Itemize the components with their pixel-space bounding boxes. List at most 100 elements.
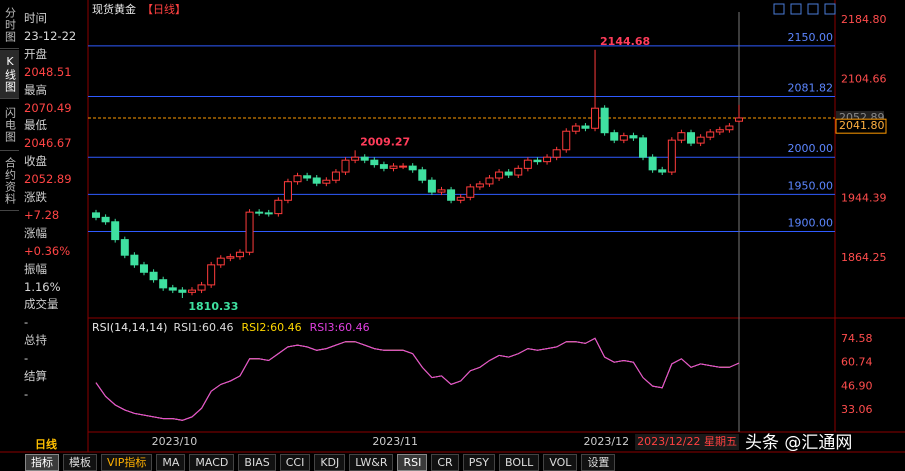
candle-body — [504, 171, 513, 176]
y-tick-label: 74.58 — [841, 332, 873, 345]
y-tick-label: 2184.80 — [841, 13, 887, 26]
toolbar-item[interactable]: 模板 — [63, 454, 97, 471]
quote-label: 涨幅 — [24, 225, 47, 240]
y-tick-label: 60.74 — [841, 356, 873, 369]
candle-body — [715, 129, 724, 133]
side-tab[interactable]: 合约资料 — [0, 152, 19, 211]
period-tab[interactable]: 日线 — [35, 437, 57, 451]
cursor-date: 2023/12/22 星期五 — [637, 435, 737, 448]
toolbar-item[interactable]: BOLL — [499, 454, 540, 471]
cursor-date-box — [635, 434, 739, 450]
candle-body — [178, 289, 187, 293]
toolbar-item[interactable]: 指标 — [25, 454, 59, 471]
toolbar-icons — [773, 3, 836, 15]
icon[interactable] — [824, 3, 836, 15]
quote-value: 2046.67 — [24, 136, 72, 151]
level-label: 1900.00 — [788, 216, 834, 229]
candle-body — [255, 211, 264, 214]
quote-value: +0.36% — [24, 243, 71, 258]
candle-body — [629, 135, 638, 139]
candle-body — [197, 284, 206, 291]
candle-body — [495, 171, 504, 179]
toolbar-item[interactable]: KDJ — [314, 454, 346, 471]
toolbar-item[interactable]: 设置 — [581, 454, 616, 471]
quote-value: 2052.89 — [24, 172, 72, 187]
candle-body — [139, 264, 148, 273]
toolbar-item[interactable]: VIP指标 — [101, 454, 153, 471]
candle-body — [168, 287, 177, 291]
candle-body — [293, 175, 302, 183]
y-tick-label: 2104.66 — [841, 73, 887, 86]
legend-label: RSI3:60.46 — [310, 321, 370, 334]
side-tab[interactable]: K线图 — [0, 50, 19, 99]
candle-body — [447, 189, 456, 201]
candle-body — [667, 139, 676, 173]
watermark: 头条 @汇通网 — [745, 433, 852, 453]
quote-label: 总持 — [24, 333, 47, 348]
candle-body — [485, 177, 494, 185]
quote-label: 时间 — [24, 11, 47, 25]
candle-body — [379, 164, 388, 169]
y-tick-label: 33.06 — [841, 403, 873, 416]
toolbar-item[interactable]: RSI — [397, 454, 428, 471]
candle-body — [533, 159, 542, 163]
quote-label: 开盘 — [24, 46, 47, 61]
candle-body — [600, 107, 609, 134]
toolbar-item[interactable]: LW&R — [349, 454, 394, 471]
candle-body — [389, 165, 398, 169]
toolbar-item[interactable]: VOL — [543, 454, 578, 471]
level-label: 2081.82 — [788, 81, 834, 94]
candle-body — [610, 132, 619, 141]
cursor-price-label: 2041.80 — [839, 119, 885, 132]
quote-value: - — [24, 315, 29, 330]
candle-body — [360, 156, 369, 161]
candle-body — [303, 175, 312, 179]
candle-body — [696, 136, 705, 144]
y-tick-label: 1864.25 — [841, 251, 887, 264]
level-label: 2150.00 — [788, 31, 834, 44]
chart-title: 现货黄金 — [92, 2, 136, 16]
side-tab[interactable]: 闪电图 — [0, 100, 19, 151]
candle-body — [427, 179, 436, 193]
icon[interactable] — [773, 3, 785, 15]
toolbar-item[interactable]: MACD — [189, 454, 235, 471]
toolbar-item[interactable]: CR — [431, 454, 459, 471]
panel-title: RSI(14,14,14) — [92, 321, 167, 334]
candle-body — [216, 257, 225, 266]
candle-body — [351, 156, 360, 161]
side-tab[interactable]: 分时图 — [0, 2, 19, 49]
toolbar-item[interactable]: PSY — [462, 454, 496, 471]
quote-label: 收盘 — [24, 154, 47, 169]
candle-body — [591, 107, 600, 129]
candle-body — [101, 216, 110, 223]
quote-value: 1.16% — [24, 279, 61, 294]
candle-body — [648, 156, 657, 171]
chart-subtitle: 【日线】 — [142, 2, 186, 16]
toolbar-item[interactable]: CCI — [279, 454, 311, 471]
quote-value: - — [24, 386, 29, 401]
candle-body — [92, 212, 100, 218]
candle-body — [130, 254, 139, 266]
toolbar-item[interactable]: MA — [156, 454, 186, 471]
candle-body — [418, 169, 427, 181]
quote-label: 最低 — [24, 118, 47, 133]
candle-body — [543, 156, 552, 163]
icon[interactable] — [790, 3, 802, 15]
quote-label: 成交量 — [24, 297, 59, 312]
x-tick-label: 2023/11 — [372, 435, 418, 448]
candle-body — [475, 183, 484, 188]
quote-label: 振幅 — [24, 261, 47, 276]
quote-value: - — [24, 351, 29, 366]
legend-label: RSI2:60.46 — [242, 321, 302, 334]
candle-body — [149, 271, 158, 281]
rsi-line — [95, 337, 740, 421]
candle-body — [111, 221, 120, 241]
icon[interactable] — [807, 3, 819, 15]
x-tick-label: 2023/10 — [152, 435, 198, 448]
candle-body — [245, 211, 254, 253]
quote-label: 涨跌 — [24, 190, 47, 204]
toolbar-item[interactable]: BIAS — [238, 454, 276, 471]
level-label: 2000.00 — [788, 142, 834, 155]
